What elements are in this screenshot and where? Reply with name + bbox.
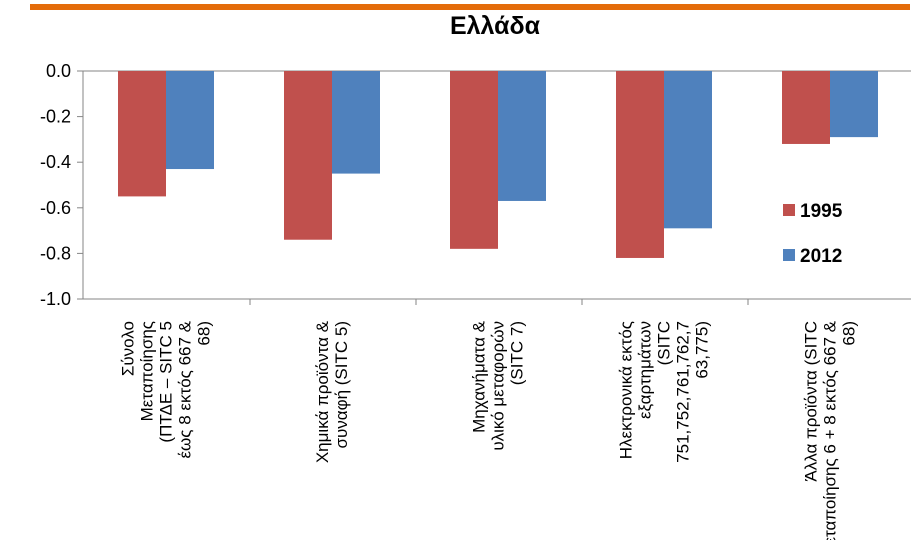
x-category-label: Ηλεκτρονικά εκτός — [617, 321, 636, 459]
x-category-label: υλικό μεταφορών — [489, 321, 508, 451]
bar-2012 — [664, 71, 712, 229]
y-tick-label: -0.8 — [40, 243, 71, 263]
legend-label-2012: 2012 — [800, 246, 842, 267]
x-category-label: εξαρτημάτων — [636, 321, 655, 419]
x-category-label: (SITC 7) — [508, 321, 527, 385]
y-tick-label: -0.6 — [40, 198, 71, 218]
x-category-label: συναφή (SITC 5) — [332, 321, 351, 449]
y-tick-label: 0.0 — [46, 61, 71, 81]
legend-swatch-2012 — [783, 249, 795, 261]
x-category-label: Άλλα προϊόντα (SITC — [802, 321, 821, 482]
x-category-label: 68) — [840, 321, 859, 346]
x-category-label: 63,775) — [693, 321, 712, 379]
x-category-label: Σύνολο — [119, 321, 138, 376]
y-tick-label: -0.2 — [40, 107, 71, 127]
x-category-label: έως 8 εκτός 667 & — [176, 320, 195, 458]
bar-1995 — [450, 71, 498, 249]
x-category-label: Μεταποίησης — [138, 321, 157, 421]
x-category-label: μεταποίησης 6 + 8 εκτός 667 & — [821, 320, 840, 540]
bar-2012 — [498, 71, 546, 201]
x-category-label: Χημικά προϊόντα & — [313, 320, 332, 463]
bar-1995 — [616, 71, 664, 258]
x-category-label: 751,752,761,762,7 — [674, 321, 693, 463]
bar-1995 — [284, 71, 332, 240]
x-category-label: Μηχανήματα & — [470, 320, 489, 433]
bar-2012 — [830, 71, 878, 138]
x-category-label: 68) — [195, 321, 214, 346]
chart-title: Ελλάδα — [449, 12, 541, 40]
x-category-label: (ΠΤΔΕ – SITC 5 — [157, 321, 176, 443]
legend-swatch-1995 — [783, 204, 795, 216]
bar-2012 — [166, 71, 214, 170]
legend-label-1995: 1995 — [800, 201, 843, 222]
bar-1995 — [782, 71, 830, 144]
y-tick-label: -1.0 — [40, 289, 71, 309]
y-tick-label: -0.4 — [40, 152, 71, 172]
x-category-label: (SITC — [655, 321, 674, 365]
bar-1995 — [118, 71, 166, 197]
bar-2012 — [332, 71, 380, 174]
top-orange-rule — [30, 4, 910, 10]
